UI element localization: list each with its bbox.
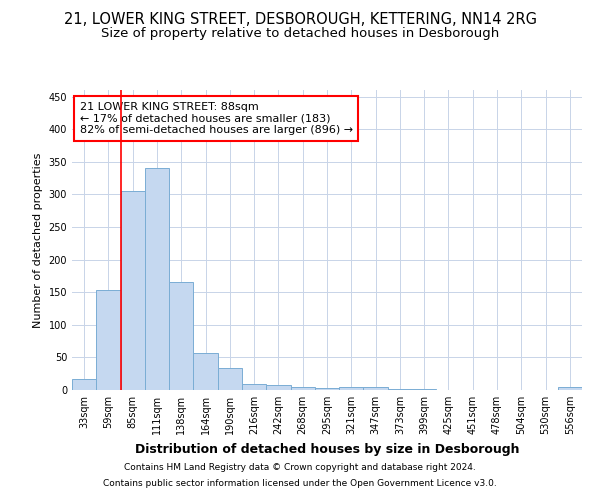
Bar (121, 191, 145, 390)
Text: Size of property relative to detached houses in Desborough: Size of property relative to detached ho… (101, 28, 499, 40)
Bar (72, 379, 96, 390)
Bar (315, 388, 339, 390)
Bar (193, 353, 218, 390)
Bar (145, 168, 169, 390)
Text: Contains HM Land Registry data © Crown copyright and database right 2024.: Contains HM Land Registry data © Crown c… (124, 464, 476, 472)
Text: 21, LOWER KING STREET, DESBOROUGH, KETTERING, NN14 2RG: 21, LOWER KING STREET, DESBOROUGH, KETTE… (64, 12, 536, 28)
Text: 21 LOWER KING STREET: 88sqm
← 17% of detached houses are smaller (183)
82% of se: 21 LOWER KING STREET: 88sqm ← 17% of det… (80, 102, 353, 135)
X-axis label: Distribution of detached houses by size in Desborough: Distribution of detached houses by size … (135, 442, 519, 456)
Bar (242, 384, 266, 390)
Y-axis label: Number of detached properties: Number of detached properties (33, 152, 43, 328)
Bar (364, 386, 388, 390)
Bar (96, 290, 121, 390)
Bar (169, 282, 193, 390)
Text: Contains public sector information licensed under the Open Government Licence v3: Contains public sector information licen… (103, 478, 497, 488)
Bar (388, 388, 412, 390)
Bar (266, 386, 290, 390)
Bar (290, 386, 315, 390)
Bar (339, 386, 364, 390)
Bar (218, 368, 242, 390)
Bar (558, 388, 582, 390)
